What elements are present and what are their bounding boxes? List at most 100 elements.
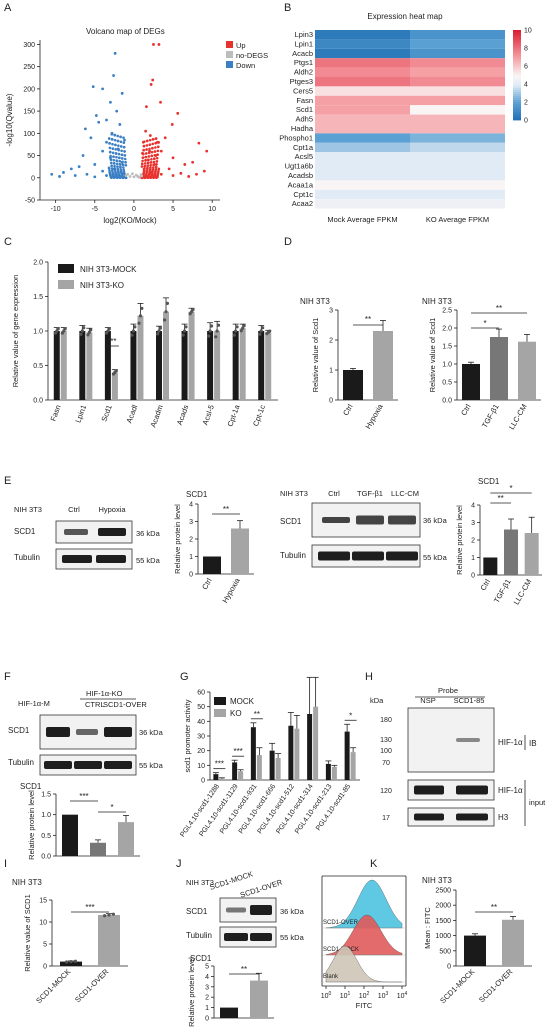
point bbox=[110, 167, 114, 170]
blot-marker-label: 120 bbox=[380, 788, 392, 795]
panel-letter-a: A bbox=[4, 2, 12, 14]
x-tick-label: TGF-β1 bbox=[480, 403, 501, 430]
x-tick-label: Acsl-5 bbox=[200, 404, 216, 427]
blot-frame bbox=[407, 807, 495, 827]
replicate-dot bbox=[165, 301, 169, 305]
y-tick-label: 0.5 bbox=[442, 380, 452, 387]
point bbox=[150, 150, 154, 154]
y-tick-label: 0 bbox=[201, 778, 205, 785]
colorbar-segment bbox=[513, 38, 521, 41]
bar bbox=[156, 331, 162, 400]
y-tick-label: 100 bbox=[23, 131, 35, 138]
point bbox=[110, 131, 114, 135]
colorbar-segment bbox=[513, 100, 521, 103]
colorbar-segment bbox=[513, 78, 521, 81]
panel-letter-i: I bbox=[4, 858, 7, 870]
heatmap-col-label: Mock Average FPKM bbox=[327, 215, 397, 224]
point bbox=[111, 172, 115, 176]
point bbox=[112, 162, 116, 165]
panel-letter-e: E bbox=[4, 475, 11, 487]
point bbox=[171, 156, 175, 160]
replicate-dot bbox=[87, 330, 91, 334]
point bbox=[116, 147, 120, 151]
y-tick-label: 2 bbox=[205, 995, 209, 1002]
colorbar-segment bbox=[513, 60, 521, 63]
point bbox=[155, 140, 159, 144]
y-tick-label: 0 bbox=[43, 964, 47, 971]
point bbox=[141, 159, 144, 163]
y-tick-label: 5 bbox=[205, 964, 209, 971]
significance-label: ** bbox=[496, 304, 502, 313]
colorbar-segment bbox=[513, 42, 521, 45]
colorbar-segment bbox=[513, 44, 521, 47]
x-tick-label: Ctrl bbox=[459, 402, 473, 417]
point bbox=[140, 162, 144, 166]
blot-kda-label: kDa bbox=[370, 696, 384, 705]
y-tick-label: 20 bbox=[197, 748, 205, 755]
replicate-dot bbox=[181, 333, 185, 337]
point bbox=[110, 164, 113, 168]
blot-band bbox=[318, 551, 350, 561]
legend-label: no-DEGS bbox=[236, 51, 268, 60]
point bbox=[111, 151, 115, 155]
heatmap-row-label: Ugt1a6b bbox=[285, 162, 313, 171]
x-tick-label: Ctrl bbox=[341, 402, 355, 417]
colorbar-segment bbox=[513, 96, 521, 99]
x-tick-label: Hypoxia bbox=[220, 576, 242, 605]
blot-band bbox=[44, 761, 72, 769]
x-tick-label: 5 bbox=[171, 206, 175, 213]
point bbox=[144, 152, 148, 155]
replicate-dot bbox=[114, 369, 118, 373]
point bbox=[116, 134, 119, 138]
y-tick-label: 50 bbox=[27, 153, 35, 160]
point bbox=[151, 138, 155, 141]
heatmap-row-label: Acadsb bbox=[288, 171, 313, 180]
colorbar-segment bbox=[513, 48, 521, 51]
y-tick-label: 1 bbox=[329, 368, 333, 375]
y-tick-label: 0.0 bbox=[33, 398, 43, 405]
point bbox=[154, 137, 158, 140]
chart-title: SCD1 bbox=[478, 477, 500, 486]
bar bbox=[188, 311, 195, 400]
histogram-scd1-over bbox=[325, 879, 403, 929]
legend-label: Down bbox=[236, 61, 255, 70]
blot-band bbox=[386, 551, 418, 561]
x-tick-label: Lpin1 bbox=[73, 404, 88, 424]
bar bbox=[275, 758, 281, 780]
histogram-scd1-mock bbox=[325, 914, 403, 956]
colorbar-segment bbox=[513, 74, 521, 77]
point bbox=[111, 169, 114, 172]
blot-lane-label: Ctrl bbox=[328, 489, 340, 498]
colorbar-segment bbox=[513, 56, 521, 59]
bar bbox=[250, 727, 256, 780]
point bbox=[157, 167, 161, 171]
blot-band bbox=[104, 761, 132, 769]
y-tick-label: 200 bbox=[23, 86, 35, 93]
x-tick-exponent: 0 bbox=[329, 991, 332, 997]
colorbar-segment bbox=[513, 40, 521, 43]
chart-title: SCD1 bbox=[190, 954, 212, 963]
blot-row-label: HIF-1α bbox=[498, 786, 523, 795]
bar bbox=[524, 533, 539, 575]
significance-label: ** bbox=[365, 315, 371, 324]
heatmap-row-label: Ptgs1 bbox=[294, 58, 313, 67]
blot-lane-label: SCD1-85 bbox=[454, 696, 485, 705]
x-tick-label: 100 bbox=[321, 991, 332, 1000]
heatmap-cell bbox=[315, 67, 410, 77]
heatmap-cell bbox=[410, 30, 505, 40]
heatmap-cell bbox=[315, 105, 410, 115]
blot-band bbox=[456, 738, 480, 742]
chart-title: Volcano map of DEGs bbox=[86, 27, 165, 36]
blot-band bbox=[96, 555, 126, 563]
blot-band bbox=[64, 529, 88, 535]
chart-title: SCD1 bbox=[186, 490, 208, 499]
replicate-dot bbox=[208, 329, 212, 333]
heatmap-row-label: Fasn bbox=[296, 96, 313, 105]
blot-ib-label: IB bbox=[529, 739, 537, 748]
y-axis-label: Relative value of Scd1 bbox=[311, 318, 320, 393]
blot-band bbox=[224, 933, 248, 941]
point bbox=[122, 166, 125, 169]
point bbox=[137, 175, 141, 179]
point bbox=[73, 174, 77, 177]
heatmap-cell bbox=[410, 114, 505, 124]
